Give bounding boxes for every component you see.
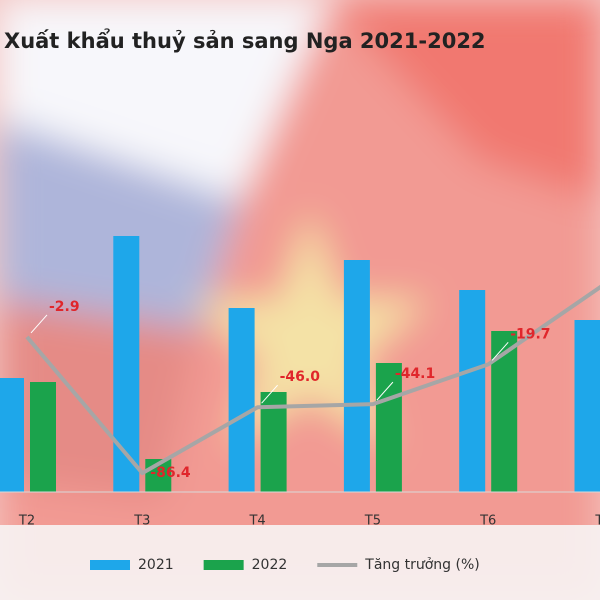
bar: [113, 236, 140, 492]
data-label: -86.4: [150, 465, 191, 481]
data-label: -19.7: [510, 326, 550, 342]
bar: [228, 308, 255, 492]
bar: [0, 378, 24, 492]
legend-label: Tăng trưởng (%): [364, 557, 479, 573]
x-tick-label: T2: [18, 514, 35, 529]
bar: [343, 260, 370, 492]
growth-line: [25, 284, 600, 476]
label-leader: [376, 381, 394, 401]
x-tick-label: T7: [594, 514, 600, 529]
label-leader: [491, 342, 509, 361]
legend-swatch: [90, 560, 130, 570]
label-leader: [261, 384, 278, 404]
x-tick-label: T6: [479, 514, 496, 529]
plot-area: T2 T3 T4 T5 T6 T7 -2.9 -86.4 -46.0 -44.1 -19.7 2021…: [0, 236, 600, 573]
bar: [375, 363, 402, 492]
chart-title: Xuất khẩu thuỷ sản sang Nga 2021-2022: [4, 28, 486, 53]
x-tick-label: T3: [133, 514, 150, 529]
data-label: -46.0: [280, 369, 321, 385]
bar: [574, 320, 600, 492]
data-label: -2.9: [49, 299, 80, 315]
x-tick-label: T4: [248, 514, 265, 529]
legend-label: 2021: [138, 557, 174, 573]
label-leader: [30, 314, 48, 334]
legend-swatch: [203, 560, 244, 570]
x-tick-label: T5: [364, 514, 381, 529]
legend-label: 2022: [252, 557, 288, 573]
bar: [459, 290, 486, 492]
bar: [30, 382, 56, 492]
data-label: -44.1: [395, 366, 435, 382]
